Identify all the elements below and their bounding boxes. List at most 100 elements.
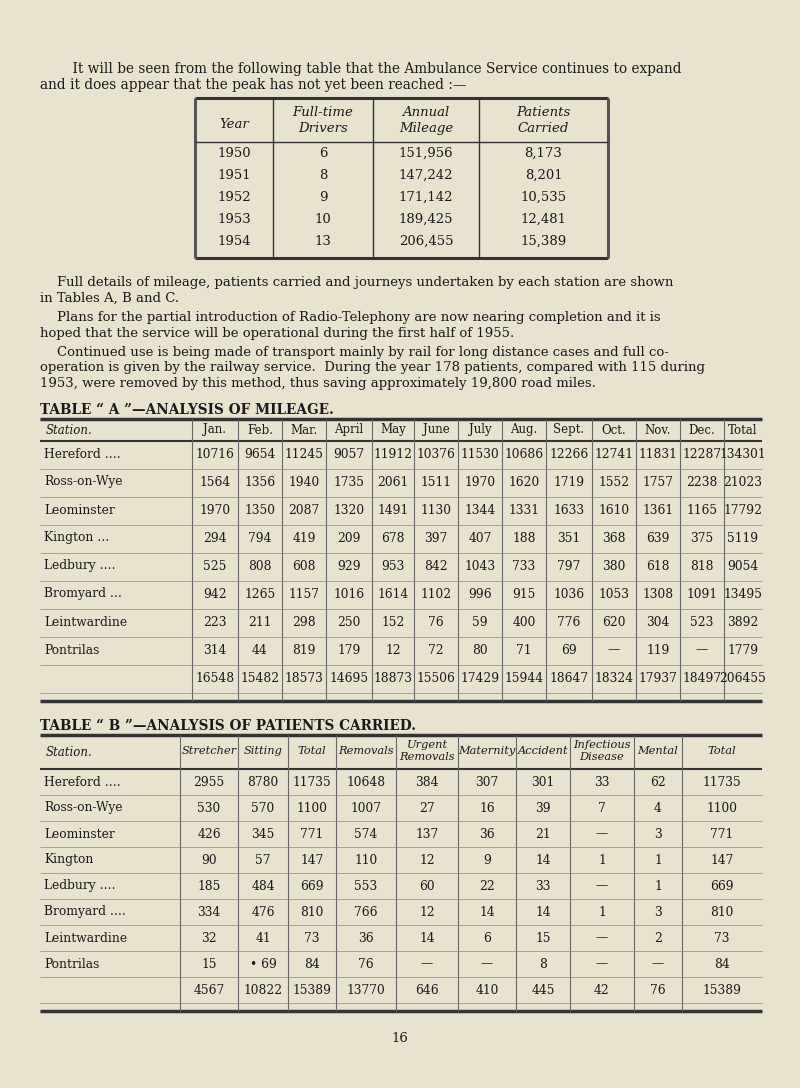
Text: Annual: Annual: [402, 106, 450, 119]
Text: 5119: 5119: [727, 532, 758, 544]
Text: —: —: [596, 957, 608, 970]
Text: Infectious: Infectious: [573, 740, 631, 750]
Text: 12287: 12287: [682, 447, 722, 460]
Text: 13: 13: [314, 235, 331, 248]
Text: 307: 307: [475, 776, 498, 789]
Text: 21: 21: [535, 828, 551, 841]
Text: 72: 72: [428, 643, 444, 656]
Text: 2087: 2087: [288, 504, 320, 517]
Text: 523: 523: [690, 616, 714, 629]
Text: 211: 211: [248, 616, 272, 629]
Text: 1779: 1779: [727, 643, 758, 656]
Text: 60: 60: [419, 879, 435, 892]
Text: 69: 69: [561, 643, 577, 656]
Text: Drivers: Drivers: [298, 122, 348, 135]
Text: 384: 384: [415, 776, 438, 789]
Text: Nov.: Nov.: [645, 423, 671, 436]
Text: 18573: 18573: [285, 671, 323, 684]
Text: 1970: 1970: [465, 475, 495, 489]
Text: 426: 426: [197, 828, 221, 841]
Text: 1320: 1320: [334, 504, 365, 517]
Text: 1308: 1308: [642, 588, 674, 601]
Text: 929: 929: [337, 559, 361, 572]
Text: 380: 380: [602, 559, 626, 572]
Text: 44: 44: [252, 643, 268, 656]
Text: 810: 810: [710, 905, 734, 918]
Text: 1: 1: [598, 853, 606, 866]
Text: 842: 842: [424, 559, 448, 572]
Text: 11735: 11735: [293, 776, 331, 789]
Text: 42: 42: [594, 984, 610, 997]
Text: 368: 368: [602, 532, 626, 544]
Text: 151,956: 151,956: [398, 147, 454, 160]
Text: Kington …: Kington …: [44, 532, 110, 544]
Text: 298: 298: [292, 616, 316, 629]
Text: 1016: 1016: [334, 588, 365, 601]
Text: 1356: 1356: [245, 475, 275, 489]
Text: 1100: 1100: [297, 802, 327, 815]
Text: 397: 397: [424, 532, 448, 544]
Text: 16548: 16548: [195, 671, 234, 684]
Text: Full details of mileage, patients carried and journeys undertaken by each statio: Full details of mileage, patients carrie…: [40, 276, 674, 289]
Text: 223: 223: [203, 616, 226, 629]
Text: 206455: 206455: [719, 671, 766, 684]
Text: 1610: 1610: [598, 504, 630, 517]
Text: 15482: 15482: [241, 671, 279, 684]
Text: 1950: 1950: [217, 147, 251, 160]
Text: 4567: 4567: [194, 984, 225, 997]
Text: 953: 953: [382, 559, 405, 572]
Text: 110: 110: [354, 853, 378, 866]
Text: Year: Year: [219, 118, 249, 131]
Text: 11530: 11530: [461, 447, 499, 460]
Text: hoped that the service will be operational during the first half of 1955.: hoped that the service will be operation…: [40, 326, 514, 339]
Text: 8,201: 8,201: [525, 169, 562, 182]
Text: 525: 525: [203, 559, 226, 572]
Text: 407: 407: [468, 532, 492, 544]
Text: 11831: 11831: [638, 447, 678, 460]
Text: 915: 915: [512, 588, 536, 601]
Text: 618: 618: [646, 559, 670, 572]
Text: 733: 733: [512, 559, 536, 572]
Text: Continued use is being made of transport mainly by rail for long distance cases : Continued use is being made of transport…: [40, 346, 669, 359]
Text: 10,535: 10,535: [521, 191, 566, 205]
Text: 171,142: 171,142: [398, 191, 454, 205]
Text: May: May: [380, 423, 406, 436]
Text: Accident: Accident: [518, 746, 568, 756]
Text: Pontrilas: Pontrilas: [44, 957, 99, 970]
Text: Feb.: Feb.: [247, 423, 273, 436]
Text: Mar.: Mar.: [290, 423, 318, 436]
Text: 553: 553: [354, 879, 378, 892]
Text: 134301: 134301: [720, 447, 766, 460]
Text: 1970: 1970: [199, 504, 230, 517]
Text: 1614: 1614: [378, 588, 409, 601]
Text: 12,481: 12,481: [521, 213, 566, 226]
Text: 16: 16: [479, 802, 495, 815]
Text: 11245: 11245: [285, 447, 323, 460]
Text: 15944: 15944: [505, 671, 543, 684]
Text: 669: 669: [710, 879, 734, 892]
Text: 185: 185: [198, 879, 221, 892]
Text: 1620: 1620: [508, 475, 540, 489]
Text: 375: 375: [690, 532, 714, 544]
Text: 818: 818: [690, 559, 714, 572]
Text: 6: 6: [318, 147, 327, 160]
Text: Urgent: Urgent: [406, 740, 447, 750]
Text: 445: 445: [531, 984, 554, 997]
Text: 188: 188: [512, 532, 536, 544]
Text: Full-time: Full-time: [293, 106, 354, 119]
Text: 1036: 1036: [554, 588, 585, 601]
Text: Patients: Patients: [516, 106, 570, 119]
Text: 10716: 10716: [195, 447, 234, 460]
Text: 9: 9: [483, 853, 491, 866]
Text: 12266: 12266: [550, 447, 589, 460]
Text: 7: 7: [598, 802, 606, 815]
Text: Aug.: Aug.: [510, 423, 538, 436]
Text: Plans for the partial introduction of Radio-Telephony are now nearing completion: Plans for the partial introduction of Ra…: [40, 311, 661, 324]
Text: 71: 71: [516, 643, 532, 656]
Text: 9057: 9057: [334, 447, 365, 460]
Text: 22: 22: [479, 879, 495, 892]
Text: 59: 59: [472, 616, 488, 629]
Text: —: —: [696, 643, 708, 656]
Text: Leintwardine: Leintwardine: [44, 616, 127, 629]
Text: 996: 996: [468, 588, 492, 601]
